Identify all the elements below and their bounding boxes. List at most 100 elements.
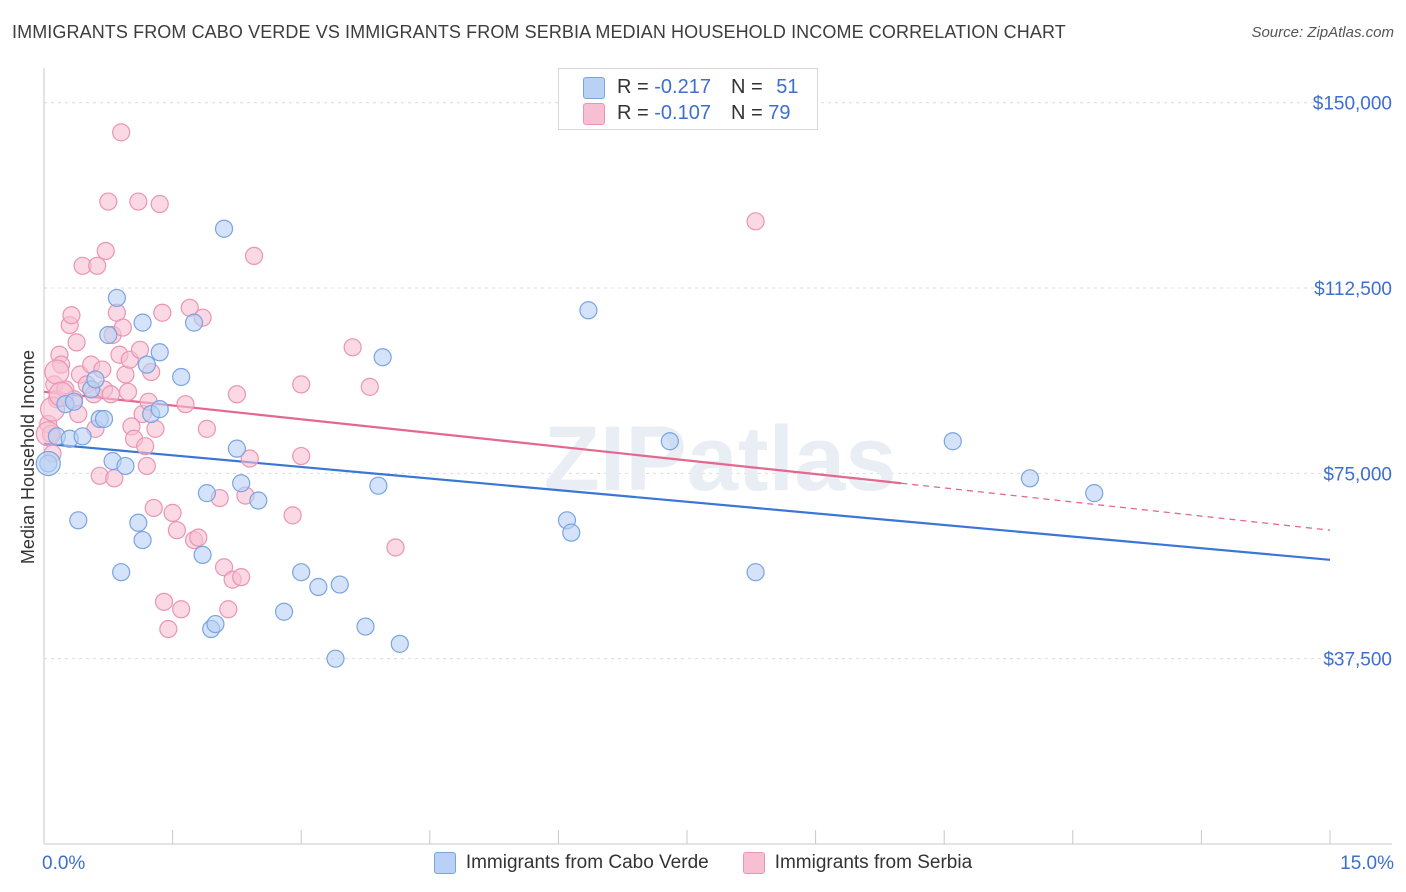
- cabo-verde-point: [86, 370, 105, 389]
- cabo-verde-point: [193, 545, 212, 564]
- cabo-verde-point: [150, 343, 169, 362]
- cabo-verde-point: [112, 563, 131, 582]
- serbia-point: [154, 592, 174, 611]
- serbia-point: [62, 306, 81, 325]
- cabo-verde-point: [133, 313, 152, 332]
- serbia-point: [244, 246, 264, 266]
- cabo-verde-point: [184, 313, 204, 332]
- cabo-verde-point: [330, 575, 349, 594]
- serbia-point: [227, 385, 246, 404]
- source-label: Source: ZipAtlas.com: [1251, 24, 1394, 41]
- legend-n-value: 51: [776, 76, 799, 98]
- cabo-verde-point: [64, 392, 84, 411]
- legend-swatch-blue: [583, 76, 605, 99]
- cabo-verde-point: [562, 523, 581, 542]
- serbia-point: [163, 503, 182, 522]
- legend-swatch-pink: [742, 852, 765, 874]
- serbia-point: [292, 375, 311, 394]
- cabo-verde-point: [99, 325, 118, 345]
- cabo-verde-point: [227, 439, 246, 458]
- serbia-point: [99, 192, 118, 211]
- cabo-verde-point: [150, 400, 169, 419]
- cabo-verde-point: [107, 288, 126, 308]
- serbia-point: [130, 340, 150, 359]
- serbia-point: [283, 506, 302, 525]
- serbia-point: [118, 382, 138, 401]
- cabo-verde-point: [172, 367, 191, 387]
- cabo-verde-point: [356, 617, 375, 636]
- serbia-point: [232, 568, 251, 587]
- y-tick-labels: $37,500 $75,000 $112,500 $150,000: [1313, 94, 1392, 671]
- serbia-point: [113, 318, 132, 337]
- cabo-verde-point: [137, 355, 156, 374]
- legend-item-serbia[interactable]: Immigrants from Serbia: [742, 852, 973, 874]
- cabo-verde-point: [116, 456, 135, 476]
- legend-r-value: -0.217: [654, 76, 711, 98]
- serbia-point: [153, 303, 172, 322]
- serbia-point: [240, 449, 259, 468]
- cabo-verde-trend-line: [43, 442, 1331, 561]
- y-tick-label: $150,000: [1313, 94, 1392, 115]
- serbia-point: [129, 192, 148, 211]
- legend-r-label: R =: [617, 76, 649, 98]
- cabo-verde-point: [309, 577, 328, 597]
- serbia-point: [159, 619, 178, 639]
- serbia-point: [167, 521, 186, 540]
- legend-item-cabo-verde[interactable]: Immigrants from Cabo Verde: [433, 852, 709, 874]
- y-tick-label: $37,500: [1323, 650, 1392, 671]
- cabo-verde-point: [197, 484, 216, 503]
- cabo-verde-point: [94, 409, 114, 429]
- legend-row-serbia: R = -0.107 N = 79: [583, 102, 790, 125]
- cabo-verde-point: [746, 563, 765, 582]
- serbia-point: [360, 377, 379, 396]
- x-tick-label: 15.0%: [1340, 853, 1394, 874]
- y-tick-label: $112,500: [1314, 279, 1392, 300]
- serbia-point: [172, 600, 191, 619]
- cabo-verde-point: [369, 476, 388, 495]
- cabo-verde-point: [1020, 469, 1040, 488]
- cabo-verde-point: [129, 513, 148, 532]
- serbia-point: [137, 456, 156, 476]
- cabo-verde-point: [943, 432, 962, 451]
- data-points: [35, 123, 1104, 668]
- legend-swatch-pink: [583, 102, 605, 125]
- serbia-point: [176, 395, 195, 414]
- y-axis-label: Median Household Income: [18, 350, 38, 564]
- serbia-point: [197, 419, 216, 438]
- cabo-verde-point: [35, 450, 61, 477]
- x-tick-labels: 0.0% 15.0%: [42, 853, 1394, 874]
- correlation-legend: R = -0.217 N = 51 R = -0.107 N = 79: [558, 68, 818, 130]
- x-tick-label: 0.0%: [42, 853, 85, 874]
- serbia-point: [44, 359, 70, 385]
- watermark: ZIPatlas: [544, 408, 897, 510]
- cabo-verde-point: [249, 491, 268, 510]
- cabo-verde-point: [579, 301, 598, 320]
- serbia-point: [101, 385, 120, 404]
- legend-label-serbia: Immigrants from Serbia: [774, 852, 973, 873]
- legend-r-label: R =: [617, 102, 649, 124]
- cabo-verde-point: [214, 219, 234, 238]
- legend-row-cabo-verde: R = -0.217 N = 51: [583, 76, 798, 99]
- legend-n-label: N =: [730, 102, 763, 124]
- serbia-point: [136, 437, 155, 456]
- cabo-verde-point: [373, 348, 392, 367]
- legend-n-value: 79: [768, 102, 791, 124]
- serbia-point: [150, 194, 169, 214]
- legend-r-value: -0.107: [654, 102, 711, 124]
- serbia-point: [343, 338, 362, 357]
- cabo-verde-point: [206, 614, 225, 634]
- cabo-verde-point: [232, 474, 251, 493]
- chart-title: IMMIGRANTS FROM CABO VERDE VS IMMIGRANTS…: [12, 22, 1066, 42]
- cabo-verde-point: [274, 602, 294, 621]
- serbia-point: [189, 528, 208, 547]
- cabo-verde-point: [292, 563, 311, 582]
- cabo-verde-point: [1085, 484, 1104, 503]
- serbia-point: [386, 538, 405, 557]
- serbia-point: [67, 333, 86, 352]
- cabo-verde-point: [73, 427, 92, 446]
- serbia-point: [292, 446, 311, 466]
- cabo-verde-point: [133, 530, 152, 550]
- serbia-point: [214, 558, 234, 577]
- series-legend: Immigrants from Cabo Verde Immigrants fr…: [0, 852, 1406, 874]
